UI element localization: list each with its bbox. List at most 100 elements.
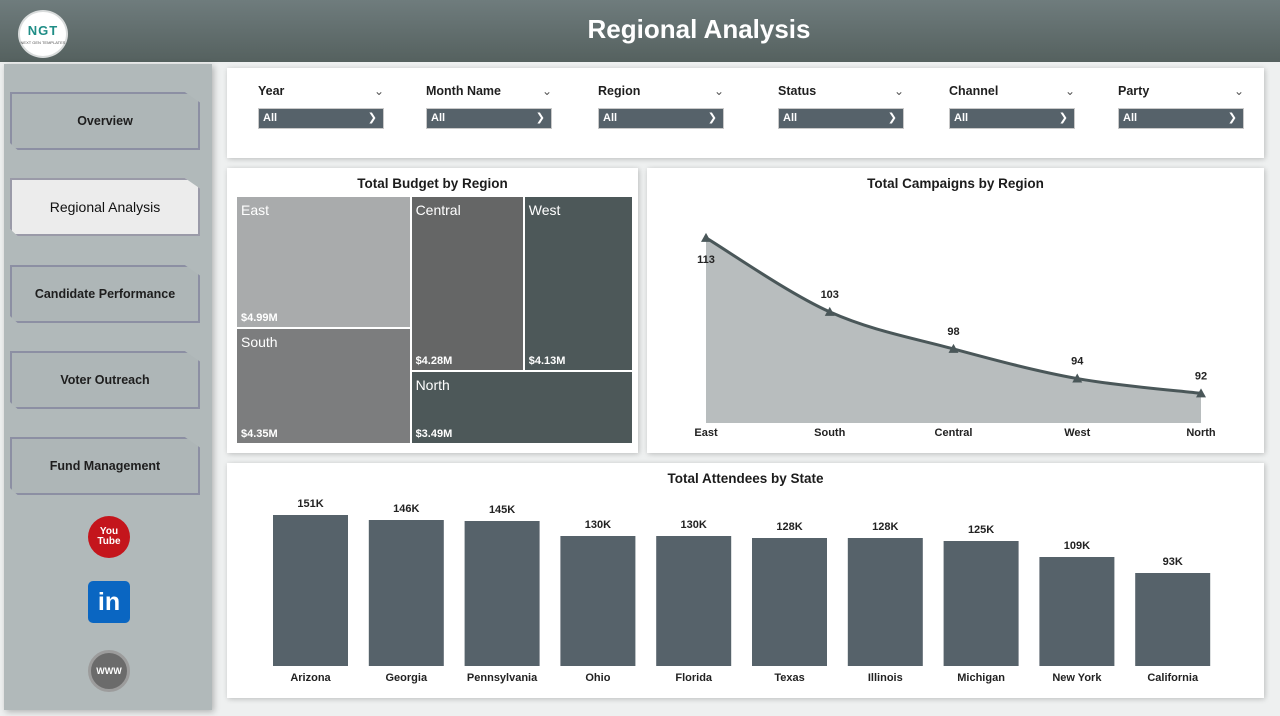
filter-region: Region ⌄ All ❯ [598, 84, 726, 129]
x-tick-label: Texas [774, 672, 804, 684]
chevron-down-icon[interactable]: ⌄ [541, 84, 552, 98]
area-fill [706, 237, 1201, 423]
bar[interactable] [1039, 557, 1115, 666]
company-logo[interactable]: NGT NEXT GEN TEMPLATES [18, 10, 68, 58]
treemap-tile-value: $4.99M [241, 312, 278, 325]
data-label: 109K [1064, 540, 1090, 552]
year-dropdown[interactable]: All ❯ [258, 108, 384, 129]
chart-title: Total Attendees by State [667, 471, 824, 486]
logo-text: NGT [27, 23, 59, 38]
bar[interactable] [752, 538, 827, 666]
treemap-tile-label: North [415, 377, 450, 394]
x-tick-label: Georgia [386, 672, 428, 684]
sidebar-item-regional-analysis[interactable]: Regional Analysis [10, 178, 200, 236]
party-dropdown[interactable]: All ❯ [1118, 108, 1244, 129]
chart-title: Total Budget by Region [357, 176, 508, 191]
dropdown-value: All [1123, 112, 1138, 124]
filter-label: Region [598, 84, 641, 98]
chevron-down-icon[interactable]: ⌄ [1233, 84, 1244, 98]
treemap-tile-north[interactable]: North $3.49M [411, 372, 632, 443]
treemap-tile-label: West [528, 202, 561, 218]
dropdown-value: All [603, 112, 618, 124]
x-tick-label: Illinois [868, 672, 903, 684]
youtube-icon[interactable]: You Tube [88, 516, 130, 558]
month-name-dropdown[interactable]: All ❯ [426, 108, 552, 129]
sidebar-item-voter-outreach[interactable]: Voter Outreach [10, 351, 200, 409]
data-label: 128K [776, 521, 802, 533]
x-tick-label: North [1186, 427, 1216, 439]
data-point[interactable] [1072, 373, 1083, 383]
filter-channel: Channel ⌄ All ❯ [949, 84, 1077, 129]
x-tick-label: West [1064, 427, 1090, 439]
data-label: 146K [393, 503, 419, 515]
bar[interactable] [273, 515, 348, 666]
treemap-tile-east[interactable]: East $4.99M [237, 197, 410, 328]
data-label: 151K [297, 498, 323, 510]
chevron-down-icon: ❯ [1227, 112, 1237, 124]
treemap-tile-south[interactable]: South $4.35M [237, 329, 410, 443]
data-label: 128K [872, 521, 898, 533]
bar[interactable] [943, 541, 1019, 666]
sidebar-item-label: Candidate Performance [34, 287, 176, 301]
logo-subtext: NEXT GEN TEMPLATES [20, 40, 66, 45]
sidebar-item-candidate-performance[interactable]: Candidate Performance [10, 265, 200, 323]
top-bar: NGT NEXT GEN TEMPLATES Regional Analysis [0, 0, 1280, 62]
region-dropdown[interactable]: All ❯ [598, 108, 724, 129]
website-icon[interactable]: WWW [88, 650, 130, 692]
linkedin-icon[interactable]: in [88, 581, 130, 623]
data-label: 113 [697, 254, 715, 266]
dropdown-value: All [263, 112, 278, 124]
bar[interactable] [1135, 573, 1211, 666]
x-tick-label: East [694, 427, 718, 439]
status-dropdown[interactable]: All ❯ [778, 108, 904, 129]
treemap-tile-label: Central [415, 202, 461, 218]
data-label: 98 [947, 326, 959, 338]
bar[interactable] [368, 520, 444, 666]
filter-party: Party ⌄ All ❯ [1118, 84, 1246, 129]
data-point[interactable] [701, 232, 711, 242]
x-tick-label: Pennsylvania [467, 672, 538, 684]
bar[interactable] [847, 538, 923, 666]
dropdown-value: All [783, 112, 798, 124]
data-label: 103 [821, 289, 839, 301]
dropdown-value: All [954, 112, 969, 124]
filter-month-name: Month Name ⌄ All ❯ [426, 84, 554, 129]
sidebar: Overview Regional Analysis Candidate Per… [4, 64, 212, 710]
data-label: 145K [489, 504, 515, 516]
chevron-down-icon[interactable]: ⌄ [373, 84, 384, 98]
x-tick-label: New York [1052, 672, 1102, 684]
chart-title: Total Campaigns by Region [867, 176, 1044, 191]
treemap-tile-value: $4.28M [415, 355, 453, 368]
chevron-down-icon[interactable]: ⌄ [713, 84, 724, 98]
data-label: 94 [1071, 356, 1084, 368]
data-point[interactable] [948, 343, 959, 353]
bar[interactable] [656, 536, 732, 666]
chevron-down-icon: ❯ [1058, 112, 1068, 124]
x-tick-label: Ohio [585, 672, 610, 684]
data-point[interactable] [824, 306, 835, 316]
sidebar-item-label: Voter Outreach [60, 373, 150, 387]
chevron-down-icon[interactable]: ⌄ [893, 84, 904, 98]
x-tick-label: Central [935, 427, 973, 439]
filter-label: Status [778, 84, 817, 98]
x-tick-label: Arizona [290, 672, 331, 684]
channel-dropdown[interactable]: All ❯ [949, 108, 1075, 129]
x-tick-label: Florida [675, 672, 713, 684]
filter-status: Status ⌄ All ❯ [778, 84, 906, 129]
treemap-tile-west[interactable]: West $4.13M [524, 197, 632, 371]
sidebar-item-label: Regional Analysis [49, 199, 161, 215]
chevron-down-icon[interactable]: ⌄ [1064, 84, 1075, 98]
sidebar-item-label: Overview [77, 114, 133, 128]
treemap-tile-value: $3.49M [415, 427, 453, 440]
budget-treemap-panel: Total Budget by Region East $4.99M Central… [227, 168, 638, 453]
filter-label: Year [258, 84, 285, 98]
x-tick-label: California [1147, 672, 1199, 684]
sidebar-item-fund-management[interactable]: Fund Management [10, 437, 200, 495]
treemap-tile-central[interactable]: Central $4.28M [411, 197, 523, 371]
bar[interactable] [464, 521, 540, 666]
bar[interactable] [560, 536, 636, 666]
data-point[interactable] [1196, 388, 1206, 398]
sidebar-item-overview[interactable]: Overview [10, 92, 200, 150]
chevron-down-icon: ❯ [367, 112, 377, 124]
chevron-down-icon: ❯ [707, 112, 717, 124]
